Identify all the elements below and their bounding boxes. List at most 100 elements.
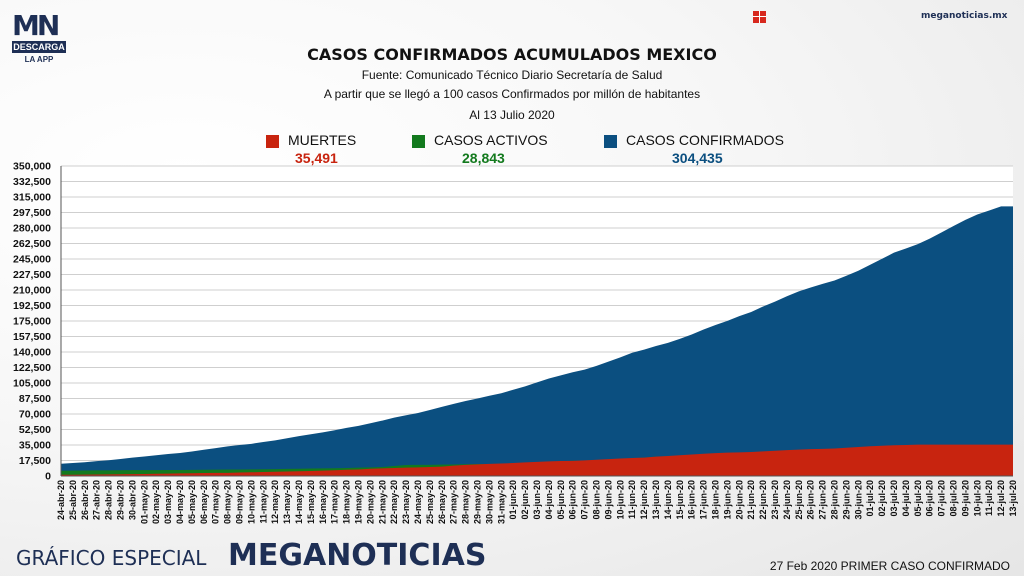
y-tick-label: 210,000 [13, 285, 51, 297]
x-tick-label: 08-jul-20 [949, 480, 959, 517]
x-tick-label: 10-may-20 [246, 480, 256, 524]
x-tick-label: 24-jun-20 [782, 480, 792, 520]
x-tick-label: 04-jul-20 [901, 480, 911, 517]
y-tick-label: 192,500 [13, 300, 51, 312]
x-tick-label: 29-abr-20 [116, 480, 126, 520]
chart-title: CASOS CONFIRMADOS ACUMULADOS MEXICO [307, 45, 717, 64]
x-tick-label: 13-jun-20 [651, 480, 661, 520]
y-tick-label: 0 [45, 471, 51, 483]
x-tick-label: 29-may-20 [473, 480, 483, 524]
y-tick-label: 157,500 [13, 331, 51, 343]
y-tick-label: 35,000 [19, 440, 51, 452]
x-tick-label: 30-may-20 [484, 480, 494, 524]
x-tick-label: 09-jun-20 [603, 480, 613, 520]
x-tick-label: 02-may-20 [151, 480, 161, 524]
x-tick-label: 30-abr-20 [127, 480, 137, 520]
x-tick-label: 26-jun-20 [806, 480, 816, 520]
y-tick-label: 70,000 [19, 409, 51, 421]
x-tick-label: 28-jun-20 [830, 480, 840, 520]
x-tick-label: 11-may-20 [258, 480, 268, 524]
legend-value-confirmados: 304,435 [672, 150, 723, 166]
x-tick-label: 24-may-20 [413, 480, 423, 524]
x-tick-label: 03-jul-20 [889, 480, 899, 517]
x-tick-label: 06-jul-20 [925, 480, 935, 517]
chart-subtitle-2: A partir que se llegó a 100 casos Confir… [323, 87, 701, 101]
y-tick-label: 122,500 [13, 362, 51, 374]
x-tick-label: 25-abr-20 [68, 480, 78, 520]
chart-subtitle: Fuente: Comunicado Técnico Diario Secret… [361, 68, 663, 82]
x-tick-label: 27-abr-20 [92, 480, 102, 520]
logo-descarga-text: DESCARGA [12, 41, 66, 53]
x-tick-label: 25-may-20 [425, 480, 435, 524]
x-tick-label: 02-jun-20 [520, 480, 530, 520]
x-tick-label: 13-may-20 [282, 480, 292, 524]
y-tick-label: 315,000 [13, 192, 51, 204]
x-tick-label: 25-jun-20 [794, 480, 804, 520]
x-tick-label: 22-may-20 [389, 480, 399, 524]
x-tick-label: 05-jul-20 [913, 480, 923, 517]
legend-swatch-activos [412, 135, 425, 148]
x-tick-label: 12-jul-20 [996, 480, 1006, 517]
x-tick-label: 02-jul-20 [877, 480, 887, 517]
logo-app-text: LA APP [24, 55, 54, 64]
x-tick-label: 30-jun-20 [853, 480, 863, 520]
x-tick-label: 11-jul-20 [984, 480, 994, 516]
x-tick-label: 06-jun-20 [568, 480, 578, 520]
legend-value-activos: 28,843 [462, 150, 505, 166]
x-tick-label: 07-jun-20 [580, 480, 590, 520]
meganoticias-logo[interactable]: MN DESCARGA LA APP [12, 12, 66, 64]
x-tick-label: 14-jun-20 [663, 480, 673, 520]
legend-label-activos: CASOS ACTIVOS [434, 132, 548, 148]
y-tick-label: 262,500 [13, 238, 51, 250]
x-tick-label: 05-jun-20 [556, 480, 566, 520]
x-tick-label: 23-jun-20 [770, 480, 780, 520]
y-tick-label: 140,000 [13, 347, 51, 359]
x-tick-label: 24-abr-20 [56, 480, 66, 520]
x-tick-label: 12-jun-20 [639, 480, 649, 520]
y-tick-label: 175,000 [13, 316, 51, 328]
x-tick-label: 27-may-20 [449, 480, 459, 524]
y-tick-label: 105,000 [13, 378, 51, 390]
x-tick-label: 11-jun-20 [627, 480, 637, 519]
x-tick-label: 18-may-20 [342, 480, 352, 524]
x-tick-label: 12-may-20 [270, 480, 280, 524]
y-tick-label: 280,000 [13, 223, 51, 235]
x-tick-label: 03-may-20 [163, 480, 173, 524]
site-url[interactable]: meganoticias.mx [921, 11, 1008, 21]
x-tick-label: 19-jun-20 [722, 480, 732, 520]
x-tick-label: 21-may-20 [377, 480, 387, 524]
y-tick-label: 52,500 [19, 424, 51, 436]
x-tick-label: 07-jul-20 [937, 480, 947, 517]
x-tick-label: 08-may-20 [223, 480, 233, 524]
x-tick-label: 06-may-20 [199, 480, 209, 524]
y-tick-label: 332,500 [13, 176, 51, 188]
x-tick-label: 03-jun-20 [532, 480, 542, 520]
footer-brand-logo: MEGANOTICIAS [228, 538, 487, 573]
legend-label-muertes: MUERTES [288, 132, 357, 148]
x-tick-label: 26-abr-20 [80, 480, 90, 520]
x-tick-label: 04-may-20 [175, 480, 185, 524]
series-area-muertes [61, 444, 1013, 476]
chart-date-note: Al 13 Julio 2020 [469, 108, 555, 122]
logo-mn-text: MN [12, 9, 60, 42]
x-tick-label: 07-may-20 [211, 480, 221, 524]
x-tick-label: 09-may-20 [235, 480, 245, 524]
footer-first-case-note: 27 Feb 2020 PRIMER CASO CONFIRMADO [769, 559, 1010, 573]
x-tick-label: 15-may-20 [306, 480, 316, 524]
x-tick-label: 01-jun-20 [508, 480, 518, 520]
y-tick-label: 227,500 [13, 269, 51, 281]
x-tick-label: 23-may-20 [401, 480, 411, 524]
x-tick-label: 17-may-20 [330, 480, 340, 524]
x-tick-label: 10-jun-20 [615, 480, 625, 520]
x-tick-label: 29-jun-20 [841, 480, 851, 520]
x-tick-label: 16-may-20 [318, 480, 328, 524]
footer-grafico-especial: GRÁFICO ESPECIAL [16, 546, 207, 570]
legend-swatch-confirmados [604, 135, 617, 148]
x-tick-label: 09-jul-20 [960, 480, 970, 517]
x-tick-label: 01-may-20 [139, 480, 149, 524]
x-tick-label: 05-may-20 [187, 480, 197, 524]
x-tick-label: 20-jun-20 [734, 480, 744, 520]
x-tick-label: 18-jun-20 [711, 480, 721, 520]
y-tick-label: 297,500 [13, 207, 51, 219]
